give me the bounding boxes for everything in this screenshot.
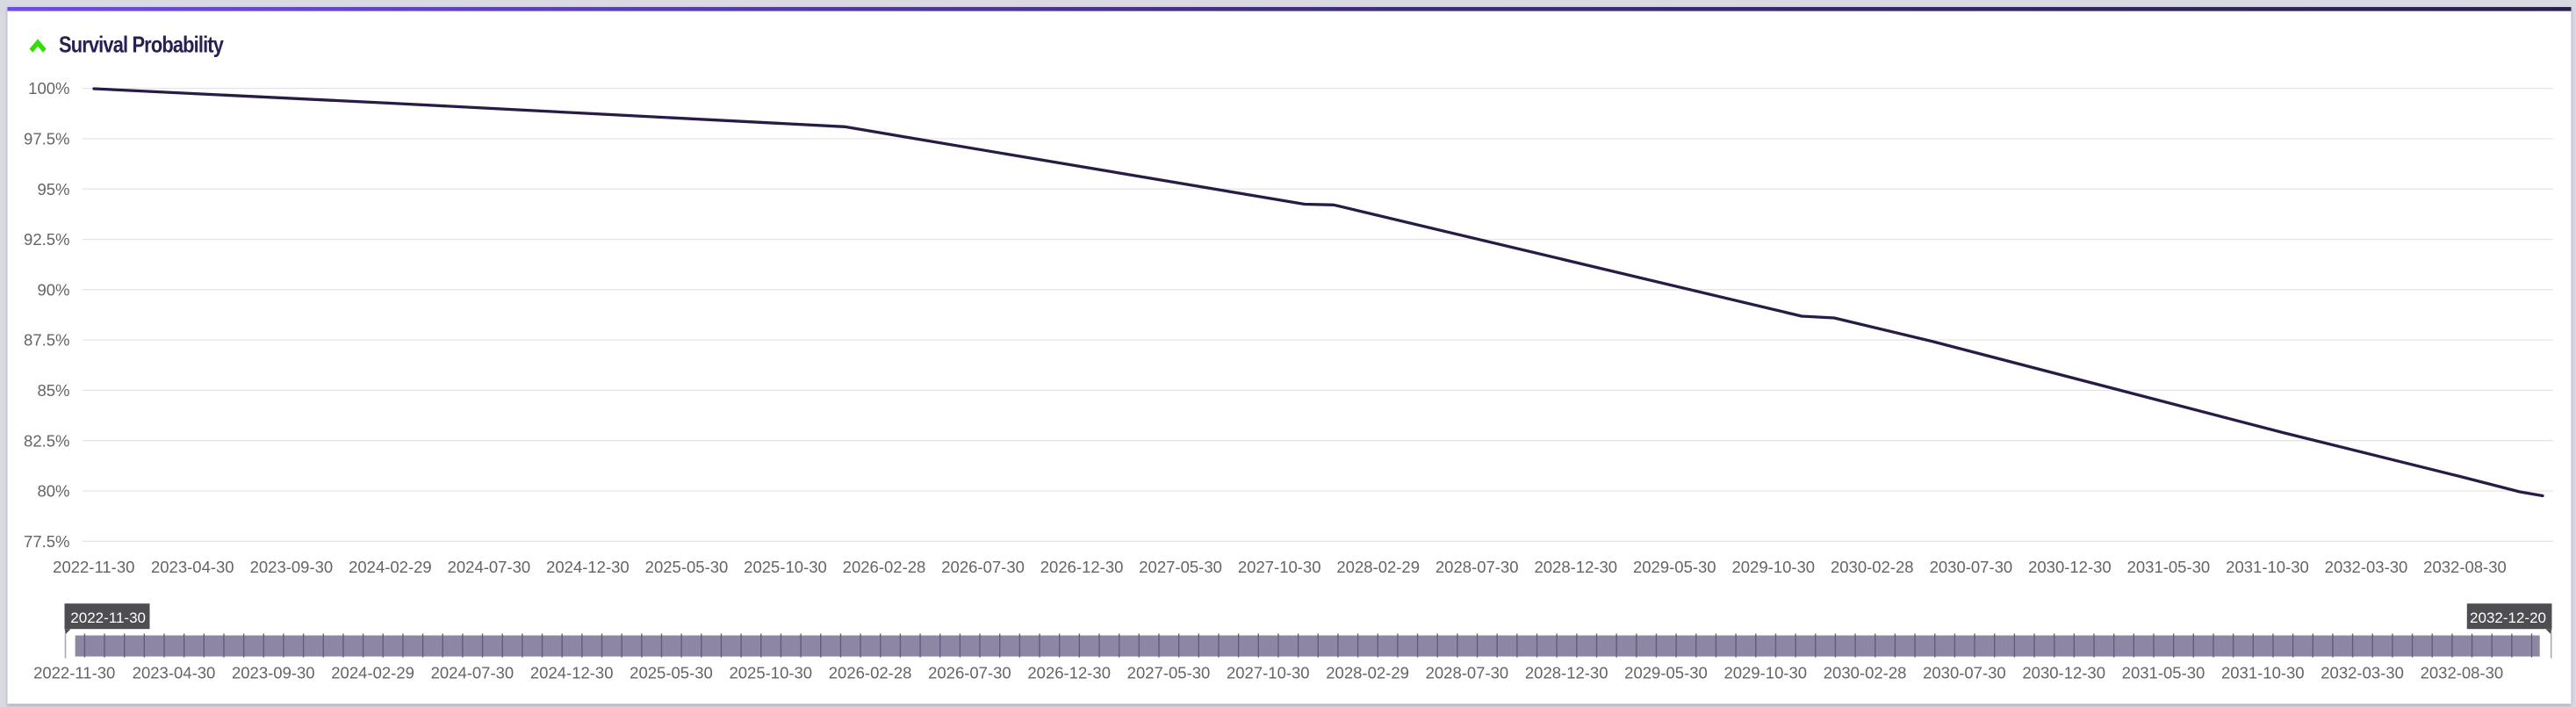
svg-text:2028-07-30: 2028-07-30 <box>1426 663 1509 682</box>
svg-text:90%: 90% <box>37 280 69 299</box>
svg-text:2023-09-30: 2023-09-30 <box>250 558 334 576</box>
svg-text:2029-05-30: 2029-05-30 <box>1624 663 1708 682</box>
svg-text:2031-05-30: 2031-05-30 <box>2122 663 2205 682</box>
svg-text:2024-12-30: 2024-12-30 <box>546 558 630 576</box>
svg-text:2027-05-30: 2027-05-30 <box>1139 558 1222 576</box>
svg-text:2026-07-30: 2026-07-30 <box>941 558 1025 576</box>
svg-text:2030-12-30: 2030-12-30 <box>2028 558 2112 576</box>
svg-text:2032-08-30: 2032-08-30 <box>2421 663 2504 682</box>
svg-text:2028-02-29: 2028-02-29 <box>1326 663 1409 682</box>
svg-text:2026-02-28: 2026-02-28 <box>843 558 926 576</box>
svg-text:2022-11-30: 2022-11-30 <box>70 610 146 626</box>
svg-text:2032-12-20: 2032-12-20 <box>2470 610 2546 626</box>
svg-text:2030-02-28: 2030-02-28 <box>1824 663 1907 682</box>
svg-text:2025-05-30: 2025-05-30 <box>645 558 729 576</box>
svg-text:2027-10-30: 2027-10-30 <box>1227 663 1310 682</box>
svg-text:2022-11-30: 2022-11-30 <box>53 558 134 576</box>
svg-text:2029-10-30: 2029-10-30 <box>1731 558 1815 576</box>
svg-text:77.5%: 77.5% <box>24 532 69 551</box>
svg-text:2026-07-30: 2026-07-30 <box>928 663 1011 682</box>
svg-text:2022-11-30: 2022-11-30 <box>33 663 115 682</box>
svg-text:2023-04-30: 2023-04-30 <box>151 558 234 576</box>
svg-text:2024-12-30: 2024-12-30 <box>530 663 614 682</box>
svg-text:97.5%: 97.5% <box>24 130 69 148</box>
svg-text:2028-02-29: 2028-02-29 <box>1336 558 1420 576</box>
svg-text:95%: 95% <box>37 180 69 198</box>
svg-text:2026-12-30: 2026-12-30 <box>1040 558 1124 576</box>
svg-text:2025-10-30: 2025-10-30 <box>729 663 812 682</box>
svg-text:2030-07-30: 2030-07-30 <box>1923 663 2006 682</box>
svg-text:2024-07-30: 2024-07-30 <box>431 663 514 682</box>
svg-text:2028-07-30: 2028-07-30 <box>1436 558 1519 576</box>
svg-text:2027-05-30: 2027-05-30 <box>1127 663 1211 682</box>
svg-text:2029-10-30: 2029-10-30 <box>1723 663 1807 682</box>
svg-text:80%: 80% <box>37 482 69 501</box>
svg-text:2031-05-30: 2031-05-30 <box>2127 558 2211 576</box>
svg-text:2024-02-29: 2024-02-29 <box>349 558 432 576</box>
svg-text:2027-10-30: 2027-10-30 <box>1238 558 1321 576</box>
svg-text:2026-12-30: 2026-12-30 <box>1027 663 1111 682</box>
svg-text:2028-12-30: 2028-12-30 <box>1534 558 1617 576</box>
svg-text:2032-03-30: 2032-03-30 <box>2325 558 2408 576</box>
svg-text:2032-08-30: 2032-08-30 <box>2423 558 2507 576</box>
svg-text:2025-05-30: 2025-05-30 <box>630 663 713 682</box>
svg-text:100%: 100% <box>28 79 69 97</box>
svg-text:2032-03-30: 2032-03-30 <box>2321 663 2404 682</box>
svg-text:2031-10-30: 2031-10-30 <box>2226 558 2309 576</box>
svg-text:2023-04-30: 2023-04-30 <box>133 663 216 682</box>
svg-text:Survival Probability: Survival Probability <box>59 32 224 58</box>
svg-text:87.5%: 87.5% <box>24 331 69 350</box>
svg-text:2025-10-30: 2025-10-30 <box>744 558 827 576</box>
svg-text:2023-09-30: 2023-09-30 <box>232 663 315 682</box>
svg-text:2029-05-30: 2029-05-30 <box>1633 558 1716 576</box>
svg-text:92.5%: 92.5% <box>24 230 69 249</box>
svg-text:2030-12-30: 2030-12-30 <box>2022 663 2105 682</box>
svg-text:2030-07-30: 2030-07-30 <box>1930 558 2013 576</box>
svg-text:82.5%: 82.5% <box>24 431 69 450</box>
svg-text:2026-02-28: 2026-02-28 <box>829 663 912 682</box>
svg-text:2024-02-29: 2024-02-29 <box>331 663 414 682</box>
svg-text:2031-10-30: 2031-10-30 <box>2221 663 2305 682</box>
svg-text:2024-07-30: 2024-07-30 <box>448 558 531 576</box>
svg-text:2030-02-28: 2030-02-28 <box>1831 558 1914 576</box>
svg-text:2028-12-30: 2028-12-30 <box>1525 663 1608 682</box>
svg-text:85%: 85% <box>37 381 69 400</box>
